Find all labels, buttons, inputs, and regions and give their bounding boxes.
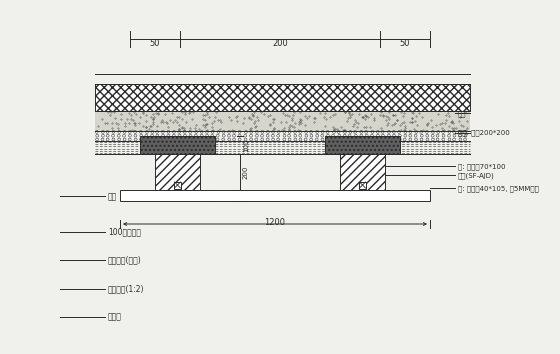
Bar — [359, 182, 366, 188]
Text: 水泥砂浆(1:2): 水泥砂浆(1:2) — [108, 284, 144, 293]
Bar — [140, 136, 215, 154]
Bar — [155, 154, 200, 190]
Text: 板: 防腐木40*105, 缝5MM左右: 板: 防腐木40*105, 缝5MM左右 — [458, 185, 539, 192]
Bar — [325, 136, 400, 154]
Text: 垫板: 钢板200*200: 垫板: 钢板200*200 — [458, 130, 510, 136]
Text: 木: 防腐木70*100: 木: 防腐木70*100 — [458, 163, 506, 170]
Text: 螺栓(SF-AJD): 螺栓(SF-AJD) — [458, 172, 494, 178]
Text: 土壤: 土壤 — [108, 192, 117, 201]
Text: 50: 50 — [150, 39, 160, 48]
Text: 防腐木: 防腐木 — [108, 312, 122, 321]
Text: 80: 80 — [243, 191, 249, 200]
Bar — [95, 84, 470, 111]
Text: 200: 200 — [272, 39, 288, 48]
Text: 100厚混凝土: 100厚混凝土 — [108, 227, 141, 236]
Text: 50: 50 — [400, 39, 410, 48]
Text: 防水涂料(防水): 防水涂料(防水) — [108, 256, 142, 265]
Text: 100: 100 — [243, 138, 249, 152]
Bar — [340, 154, 385, 190]
Bar — [120, 190, 430, 201]
Text: 200: 200 — [243, 165, 249, 179]
Text: 1200: 1200 — [264, 218, 286, 227]
Bar — [95, 111, 470, 131]
Text: 桩板: 桩板 — [458, 110, 466, 116]
Bar — [174, 182, 181, 188]
